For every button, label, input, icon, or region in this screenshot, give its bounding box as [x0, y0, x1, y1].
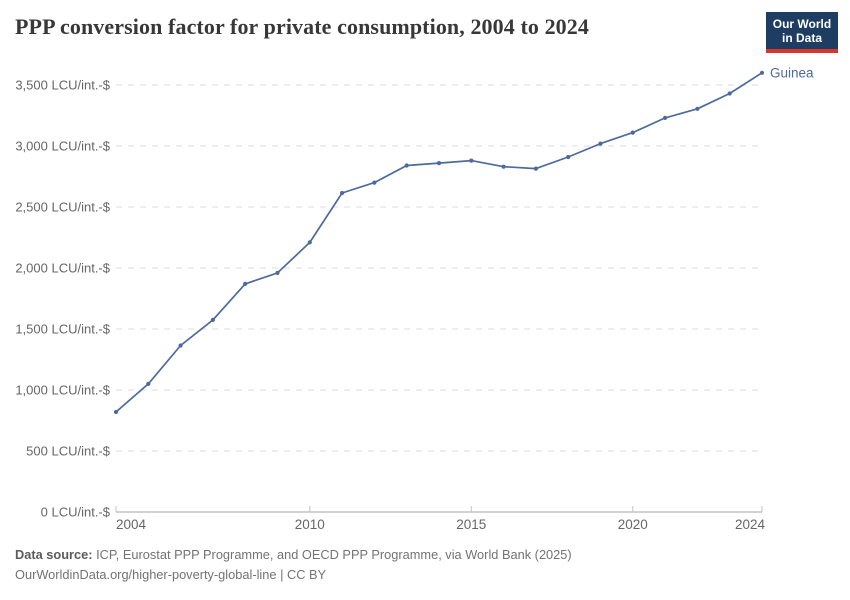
data-point: [307, 240, 312, 245]
data-point: [663, 115, 668, 120]
data-source-line: Data source: ICP, Eurostat PPP Programme…: [15, 545, 572, 565]
y-tick-label: 1,500 LCU/int.-$: [15, 322, 110, 337]
data-point: [469, 158, 474, 163]
y-tick-label: 3,000 LCU/int.-$: [15, 139, 110, 154]
data-point: [727, 91, 732, 96]
data-point: [146, 381, 151, 386]
data-point: [533, 166, 539, 171]
owid-logo-line2: in Data: [781, 31, 822, 45]
footer-separator: |: [276, 566, 287, 582]
data-point: [210, 317, 215, 322]
data-source-label: Data source:: [15, 547, 93, 562]
chart-title: PPP conversion factor for private consum…: [15, 14, 589, 39]
x-tick-label: 2020: [618, 517, 648, 532]
owid-logo[interactable]: Our World in Data: [766, 12, 838, 53]
data-point: [372, 180, 377, 185]
data-point: [436, 161, 442, 166]
y-tick-label: 1,000 LCU/int.-$: [15, 383, 110, 398]
data-point: [566, 154, 571, 160]
data-point: [759, 70, 765, 75]
footer-url: OurWorldinData.org/higher-poverty-global…: [15, 566, 277, 582]
y-tick-label: 2,000 LCU/int.-$: [15, 261, 110, 276]
y-tick-label: 0 LCU/int.-$: [41, 505, 111, 520]
footer-license: CC BY: [286, 566, 327, 582]
data-point: [695, 106, 700, 111]
y-tick-label: 3,500 LCU/int.-$: [15, 78, 110, 93]
data-point: [404, 163, 409, 168]
x-tick-label: 2015: [456, 517, 486, 532]
x-tick-label: 2024: [735, 517, 766, 532]
data-point: [178, 343, 183, 348]
data-point: [243, 281, 248, 286]
license-line: OurWorldinData.org/higher-poverty-global…: [15, 565, 572, 585]
data-point: [598, 141, 603, 146]
data-point: [275, 270, 280, 275]
owid-logo-line1: Our World: [772, 17, 832, 31]
chart-footer: Data source: ICP, Eurostat PPP Programme…: [15, 545, 572, 584]
data-source-text: ICP, Eurostat PPP Programme, and OECD PP…: [92, 547, 572, 562]
data-point: [340, 190, 345, 196]
data-point: [501, 164, 506, 169]
y-tick-label: 2,500 LCU/int.-$: [15, 200, 110, 215]
x-tick-label: 2010: [295, 517, 325, 532]
x-tick-label: 2004: [116, 517, 147, 532]
line-chart: 0 LCU/int.-$ 500 LCU/int.-$ 1,000 LCU/int.…: [15, 65, 814, 532]
y-tick-label: 500 LCU/int.-$: [26, 444, 111, 459]
data-line: [115, 71, 763, 413]
data-point: [113, 409, 119, 415]
series-end-label[interactable]: Guinea: [770, 65, 814, 80]
data-point: [630, 130, 635, 135]
